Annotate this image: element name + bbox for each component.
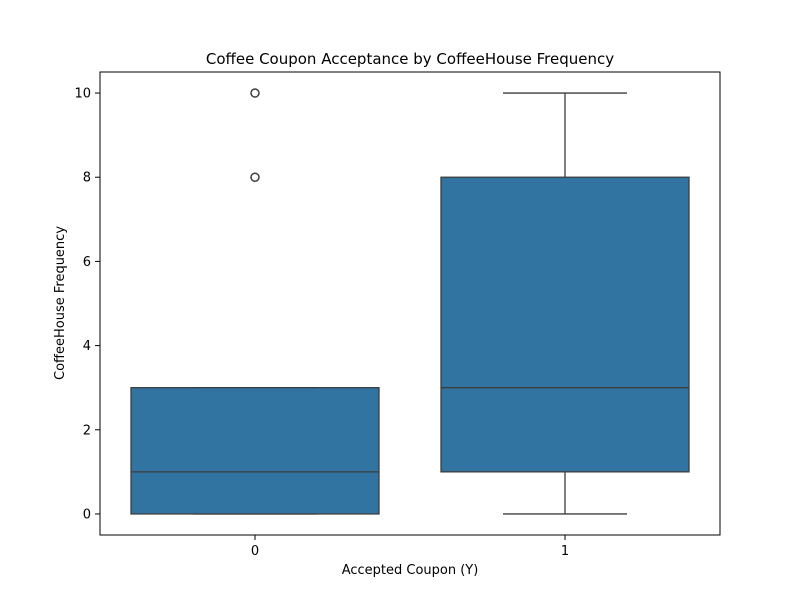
box-0-outlier bbox=[250, 88, 260, 98]
plot-area: 0 2 4 6 8 10 0 1 bbox=[74, 71, 721, 559]
y-tick-label: 4 bbox=[83, 339, 91, 354]
x-tick-label: 0 bbox=[251, 544, 259, 559]
y-tick-label: 0 bbox=[83, 507, 91, 522]
chart-title: Coffee Coupon Acceptance by CoffeeHouse … bbox=[206, 50, 614, 68]
y-tick-label: 2 bbox=[83, 423, 91, 438]
x-axis-label: Accepted Coupon (Y) bbox=[342, 563, 479, 578]
box-1-iqr-rect bbox=[440, 176, 690, 473]
y-tick-label: 8 bbox=[83, 171, 91, 186]
y-tick-label: 6 bbox=[83, 255, 91, 270]
box-0-outlier bbox=[250, 172, 260, 182]
y-tick-label: 10 bbox=[74, 87, 91, 102]
plot-frame bbox=[99, 71, 721, 536]
x-tick-label: 1 bbox=[561, 544, 569, 559]
y-axis-label: CoffeeHouse Frequency bbox=[53, 226, 68, 380]
box-0-iqr-rect bbox=[130, 387, 380, 515]
